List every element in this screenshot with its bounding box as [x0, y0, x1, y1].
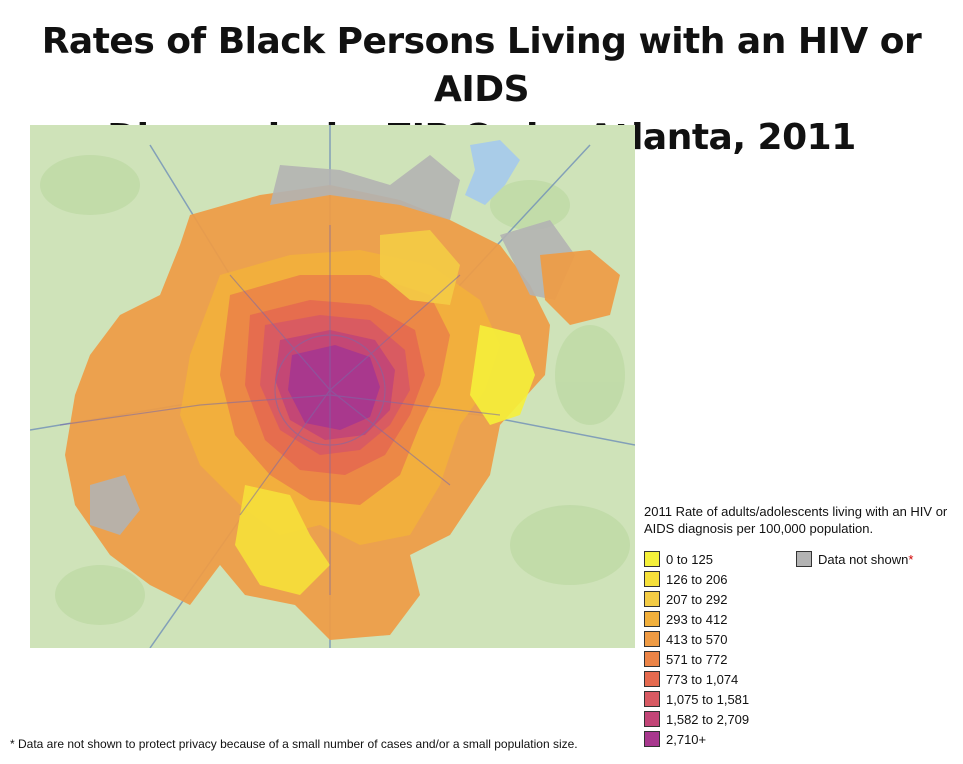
legend-label-no-data: Data not shown*: [818, 552, 913, 567]
map-texture: [40, 155, 630, 625]
legend-label-9: 2,710+: [666, 732, 707, 747]
legend-label-6: 773 to 1,074: [666, 672, 739, 687]
legend-label-1: 126 to 206: [666, 572, 728, 587]
legend-label-2: 207 to 292: [666, 592, 728, 607]
zone-126-206-south: [235, 485, 330, 595]
legend-label-4: 413 to 570: [666, 632, 728, 647]
legend-swatch-6: [644, 671, 660, 687]
legend-swatch-0: [644, 551, 660, 567]
no-data-asterisk: *: [908, 552, 914, 567]
legend-swatch-8: [644, 711, 660, 727]
zone-0-125-east: [470, 325, 535, 425]
zone-207-292-north: [380, 230, 460, 305]
legend-swatch-4: [644, 631, 660, 647]
highways-overlay: [59, 225, 501, 595]
choropleth-map[interactable]: [30, 125, 635, 648]
lake-lanier: [465, 140, 520, 205]
no-data-text: Data not shown: [818, 552, 909, 567]
footnote: * Data are not shown to protect privacy …: [10, 737, 578, 751]
legend-label-8: 1,582 to 2,709: [666, 712, 750, 727]
legend-swatch-5: [644, 651, 660, 667]
legend-swatch-3: [644, 611, 660, 627]
zone-no-data-north: [270, 155, 460, 220]
legend-label-5: 571 to 772: [666, 652, 728, 667]
legend-swatch-7: [644, 691, 660, 707]
legend-label-7: 1,075 to 1,581: [666, 692, 750, 707]
legend-swatch-no-data: [796, 551, 812, 567]
zone-no-data-west: [90, 475, 140, 535]
title-line-1: Rates of Black Persons Living with an HI…: [41, 21, 922, 110]
zone-east-outlier: [540, 250, 620, 325]
legend-swatch-9: [644, 731, 660, 747]
legend-swatch-2: [644, 591, 660, 607]
legend-description: 2011 Rate of adults/adolescents living w…: [644, 504, 948, 536]
legend-label-3: 293 to 412: [666, 612, 728, 627]
legend-label-0: 0 to 125: [666, 552, 713, 567]
legend-swatch-1: [644, 571, 660, 587]
